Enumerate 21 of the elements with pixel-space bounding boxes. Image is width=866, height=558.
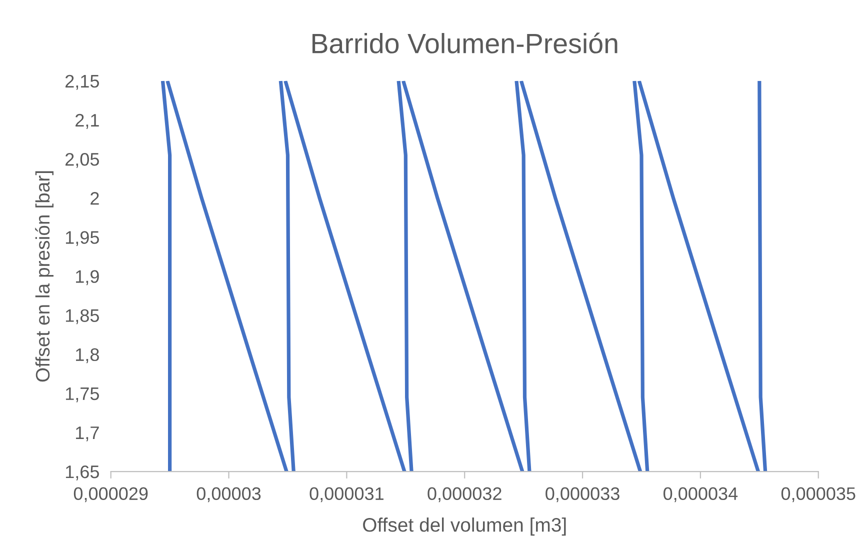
x-tick-label: 0,000031 bbox=[310, 487, 384, 502]
x-tick-label: 0,000029 bbox=[74, 487, 148, 502]
x-tick-label: 0,000034 bbox=[664, 487, 738, 502]
y-tick-label: 1,75 bbox=[66, 388, 99, 402]
chart-title: Barrido Volumen-Presión bbox=[312, 32, 618, 54]
y-tick-label: 2,05 bbox=[66, 152, 99, 168]
y-tick-label: 1,7 bbox=[76, 426, 99, 442]
y-tick-label: 1,95 bbox=[66, 231, 99, 246]
y-tick-label: 2 bbox=[90, 192, 99, 205]
y-tick-label: 2,1 bbox=[76, 114, 99, 129]
x-tick-label: 0,000035 bbox=[781, 487, 856, 502]
y-tick-label: 2,15 bbox=[66, 74, 99, 90]
y-axis-title: Offset en la presión [bar] bbox=[35, 171, 54, 382]
y-tick-label: 1,85 bbox=[66, 309, 99, 324]
x-tick-label: 0,000033 bbox=[546, 487, 620, 502]
y-tick-label: 1,8 bbox=[76, 348, 99, 364]
x-tick-label: 0,000032 bbox=[428, 487, 502, 502]
x-axis-title: Offset del volumen [m3] bbox=[363, 518, 566, 536]
y-tick-label: 1,65 bbox=[66, 465, 99, 480]
x-tick-label: 0,00003 bbox=[196, 487, 261, 502]
y-tick-label: 1,9 bbox=[76, 270, 99, 286]
